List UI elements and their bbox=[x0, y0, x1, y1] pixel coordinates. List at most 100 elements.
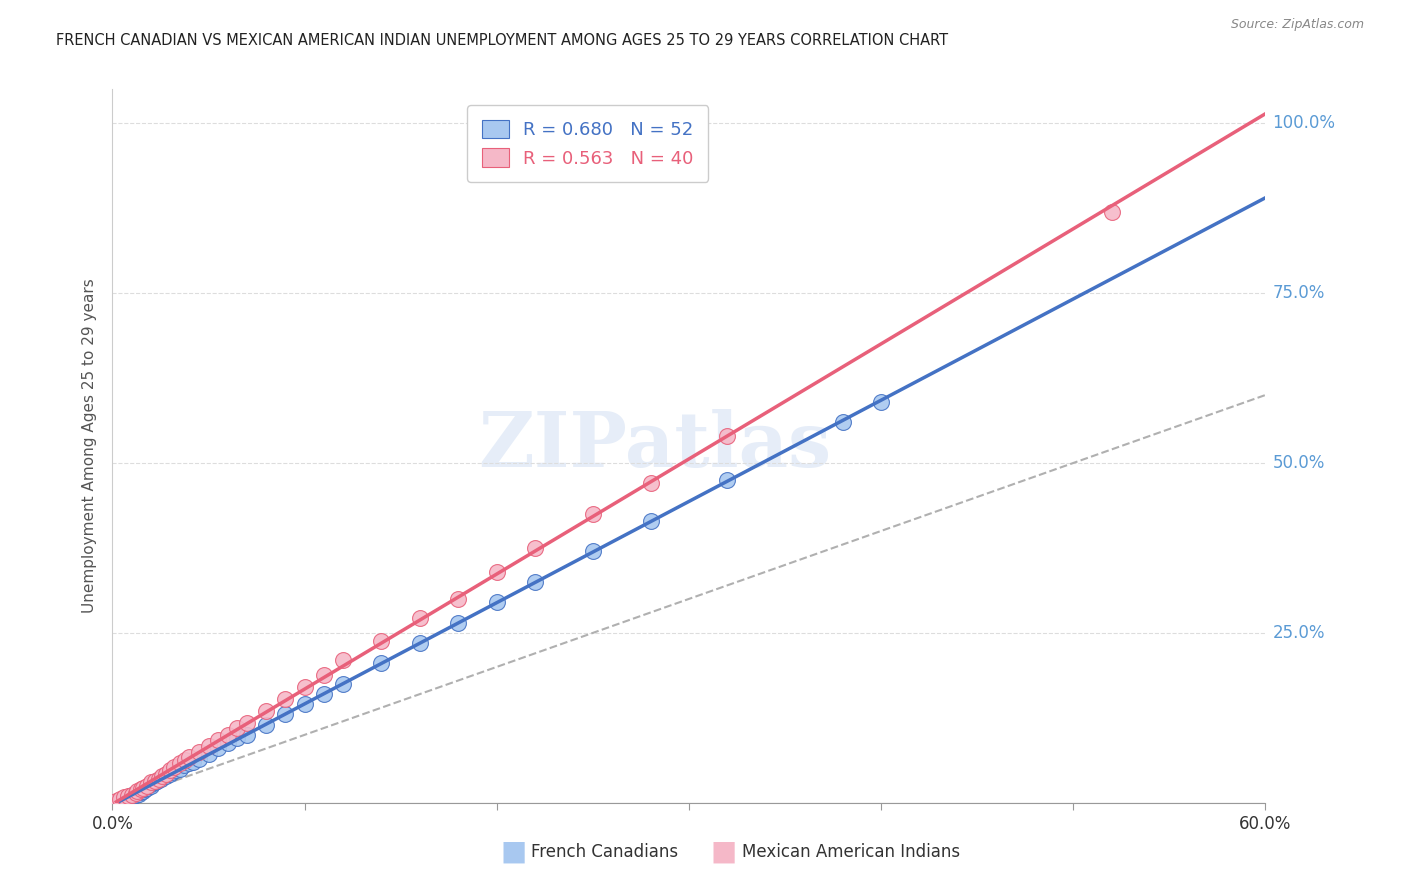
Point bbox=[274, 707, 297, 722]
Point bbox=[370, 634, 392, 648]
Point bbox=[640, 476, 662, 491]
Point bbox=[524, 574, 547, 589]
Point bbox=[124, 788, 146, 802]
Point bbox=[159, 767, 181, 781]
Point bbox=[152, 770, 174, 784]
Text: ZIPatlas: ZIPatlas bbox=[478, 409, 831, 483]
Point bbox=[254, 717, 277, 731]
Point bbox=[138, 780, 160, 794]
Text: 100.0%: 100.0% bbox=[1272, 114, 1336, 132]
Point bbox=[160, 765, 183, 780]
Point bbox=[118, 789, 141, 803]
Point bbox=[165, 763, 187, 777]
Text: 75.0%: 75.0% bbox=[1272, 284, 1324, 302]
Point bbox=[128, 787, 150, 801]
Point bbox=[236, 728, 259, 742]
Point bbox=[107, 794, 129, 808]
Point bbox=[145, 774, 167, 789]
Point bbox=[207, 741, 229, 756]
Point bbox=[870, 394, 893, 409]
Point bbox=[332, 653, 354, 667]
Point bbox=[197, 739, 219, 753]
Point bbox=[149, 772, 172, 786]
Point bbox=[117, 789, 139, 803]
Point bbox=[132, 783, 155, 797]
Text: FRENCH CANADIAN VS MEXICAN AMERICAN INDIAN UNEMPLOYMENT AMONG AGES 25 TO 29 YEAR: FRENCH CANADIAN VS MEXICAN AMERICAN INDI… bbox=[56, 33, 949, 47]
Point bbox=[169, 756, 191, 771]
Point bbox=[1101, 204, 1123, 219]
Point bbox=[127, 783, 149, 797]
Text: ■: ■ bbox=[711, 838, 737, 866]
Point bbox=[127, 786, 149, 800]
Text: Mexican American Indians: Mexican American Indians bbox=[742, 843, 960, 861]
Point bbox=[129, 783, 153, 797]
Point bbox=[139, 777, 162, 791]
Point bbox=[121, 788, 143, 802]
Point bbox=[226, 731, 249, 746]
Point bbox=[831, 415, 853, 429]
Legend: R = 0.680   N = 52, R = 0.563   N = 40: R = 0.680 N = 52, R = 0.563 N = 40 bbox=[467, 105, 709, 182]
Text: 50.0%: 50.0% bbox=[1272, 454, 1324, 472]
Y-axis label: Unemployment Among Ages 25 to 29 years: Unemployment Among Ages 25 to 29 years bbox=[82, 278, 97, 614]
Point bbox=[294, 680, 316, 694]
Point bbox=[217, 736, 239, 750]
Point bbox=[129, 782, 153, 797]
Text: 25.0%: 25.0% bbox=[1272, 624, 1324, 642]
Point bbox=[226, 721, 249, 735]
Point bbox=[716, 429, 738, 443]
Point bbox=[129, 785, 153, 799]
Point bbox=[143, 774, 166, 789]
Point bbox=[370, 657, 392, 671]
Point bbox=[447, 591, 470, 606]
Point bbox=[181, 755, 204, 769]
Point bbox=[582, 507, 605, 521]
Point bbox=[139, 779, 162, 793]
Point bbox=[155, 769, 177, 783]
Point bbox=[640, 514, 662, 528]
Point bbox=[121, 790, 143, 805]
Point bbox=[332, 677, 354, 691]
Point bbox=[105, 794, 128, 808]
Point bbox=[524, 541, 547, 555]
Point bbox=[207, 732, 229, 747]
Point bbox=[197, 747, 219, 761]
Point bbox=[115, 791, 138, 805]
Point bbox=[716, 473, 738, 487]
Point bbox=[236, 715, 259, 730]
Point bbox=[179, 749, 201, 764]
Point bbox=[254, 704, 277, 718]
Point bbox=[111, 794, 134, 808]
Point bbox=[409, 636, 432, 650]
Point bbox=[179, 756, 201, 771]
Point bbox=[187, 751, 211, 765]
Point bbox=[139, 775, 162, 789]
Point bbox=[152, 769, 174, 783]
Point bbox=[485, 565, 508, 579]
Point bbox=[121, 788, 143, 802]
Point bbox=[409, 611, 432, 625]
Point bbox=[136, 779, 159, 793]
Point bbox=[155, 767, 177, 781]
Point bbox=[294, 698, 316, 712]
Point bbox=[173, 758, 195, 772]
Point bbox=[312, 668, 335, 682]
Point bbox=[447, 615, 470, 630]
Point bbox=[485, 595, 508, 609]
Point bbox=[163, 760, 186, 774]
Point bbox=[117, 791, 139, 805]
Point bbox=[187, 745, 211, 759]
Text: Source: ZipAtlas.com: Source: ZipAtlas.com bbox=[1230, 19, 1364, 31]
Point bbox=[148, 772, 170, 786]
Point bbox=[112, 790, 135, 805]
Point bbox=[134, 782, 156, 797]
Point bbox=[136, 780, 159, 795]
Text: ■: ■ bbox=[501, 838, 526, 866]
Point bbox=[217, 728, 239, 742]
Point bbox=[112, 792, 135, 806]
Point bbox=[274, 692, 297, 706]
Point bbox=[312, 687, 335, 701]
Point bbox=[143, 775, 166, 789]
Point bbox=[159, 763, 181, 777]
Point bbox=[108, 792, 131, 806]
Point bbox=[124, 786, 146, 800]
